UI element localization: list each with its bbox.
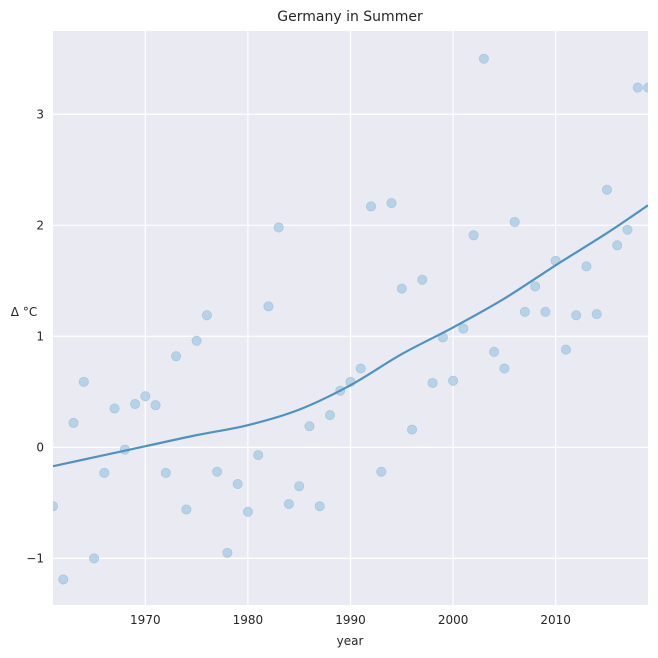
- x-tick-label: 1970: [130, 613, 161, 627]
- data-point: [304, 421, 315, 432]
- data-point: [632, 82, 643, 93]
- y-tick-label: 1: [36, 329, 44, 343]
- data-point: [427, 377, 438, 388]
- data-point: [232, 478, 243, 489]
- data-point: [263, 301, 274, 312]
- data-point: [612, 240, 623, 251]
- y-tick-label: 3: [36, 107, 44, 121]
- data-point: [407, 424, 418, 435]
- chart-title: Germany in Summer: [277, 9, 423, 25]
- data-point: [417, 274, 428, 285]
- data-point: [212, 466, 223, 477]
- data-point: [366, 201, 377, 212]
- data-point: [519, 306, 530, 317]
- data-point: [253, 450, 264, 461]
- data-point: [130, 399, 141, 410]
- y-tick-label: 2: [36, 218, 44, 232]
- x-tick-label: 1980: [233, 613, 264, 627]
- data-point: [591, 309, 602, 320]
- y-tick-label: 0: [36, 440, 44, 454]
- data-point: [314, 501, 325, 512]
- x-tick-label: 1990: [335, 613, 366, 627]
- data-point: [601, 184, 612, 195]
- data-point: [376, 466, 387, 477]
- y-tick-label: −1: [26, 551, 44, 565]
- trend-line-path: [53, 204, 648, 468]
- data-point: [294, 481, 305, 492]
- data-point: [150, 400, 161, 411]
- data-point: [242, 506, 253, 517]
- data-point: [499, 363, 510, 374]
- data-point: [448, 375, 459, 386]
- data-point: [622, 224, 633, 235]
- data-point: [273, 222, 284, 233]
- data-point: [643, 82, 648, 93]
- data-point: [355, 363, 366, 374]
- data-point: [560, 344, 571, 355]
- data-point: [191, 335, 202, 346]
- data-point: [509, 216, 520, 227]
- data-point: [222, 547, 233, 558]
- data-point: [478, 53, 489, 64]
- data-point: [58, 574, 69, 585]
- y-axis-label: Δ °C: [11, 305, 37, 319]
- data-point: [283, 498, 294, 509]
- data-point: [89, 553, 100, 564]
- data-point: [468, 230, 479, 241]
- data-point: [581, 261, 592, 272]
- x-axis-label: year: [337, 634, 364, 648]
- data-point: [181, 504, 192, 515]
- data-points: [53, 53, 648, 585]
- data-point: [324, 410, 335, 421]
- data-point: [160, 467, 171, 478]
- data-point: [99, 467, 110, 478]
- data-point: [109, 403, 120, 414]
- x-tick-label: 2010: [540, 613, 571, 627]
- data-point: [540, 306, 551, 317]
- data-point: [489, 346, 500, 357]
- data-point: [458, 323, 469, 334]
- data-point: [386, 198, 397, 209]
- data-point: [68, 417, 79, 428]
- x-tick-label: 2000: [438, 613, 469, 627]
- data-point: [53, 501, 58, 512]
- data-point: [171, 351, 182, 362]
- tick-labels: 1970 1980 1990 2000 2010 −1 0 1 2 3: [26, 107, 571, 627]
- gridlines: [53, 31, 648, 605]
- data-point: [396, 283, 407, 294]
- data-point: [78, 376, 89, 387]
- data-point: [530, 281, 541, 292]
- data-point: [201, 310, 212, 321]
- data-point: [140, 391, 151, 402]
- data-point: [571, 310, 582, 321]
- trend-line: [53, 204, 648, 468]
